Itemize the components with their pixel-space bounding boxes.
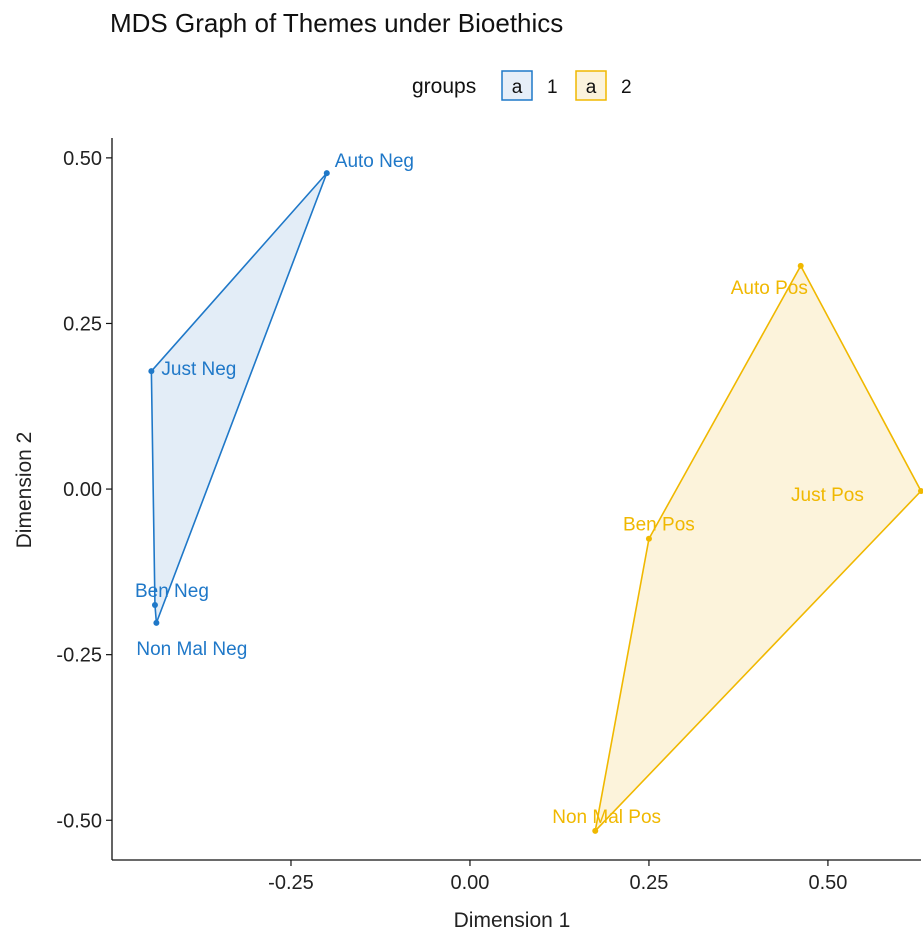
data-point — [323, 170, 330, 177]
data-point — [151, 601, 158, 608]
data-point — [592, 827, 599, 834]
point-label: Non Mal Neg — [136, 639, 247, 660]
legend-key-2 — [575, 70, 607, 101]
point-label: Ben Neg — [135, 581, 209, 602]
legend-label-2: 2 — [621, 77, 632, 98]
x-tick-label: -0.25 — [268, 872, 314, 894]
y-axis-title: Dimension 2 — [13, 432, 36, 549]
group-1-hull — [150, 172, 328, 624]
y-tick-label: 0.25 — [63, 313, 102, 335]
group-2-hull — [593, 264, 922, 834]
y-tick-label: -0.50 — [56, 810, 102, 832]
legend-key-glyph: a — [586, 77, 597, 98]
data-point — [918, 488, 923, 495]
y-tick-label: -0.25 — [56, 645, 102, 667]
y-tick-label: 0.50 — [63, 148, 102, 170]
legend-key-glyph: a — [512, 77, 523, 98]
x-axis-title: Dimension 1 — [454, 909, 571, 932]
x-tick-label: 0.00 — [450, 872, 489, 894]
legend-key-1 — [501, 70, 533, 101]
point-label: Ben Pos — [623, 515, 695, 536]
y-tick-label: 0.00 — [63, 479, 102, 501]
legend-title: groups — [412, 75, 476, 98]
data-points — [148, 170, 923, 834]
legend: groups a 1 a 2 — [412, 70, 632, 101]
axes: -0.25 0.00 0.25 0.50 0.50 0.25 0.00 -0.25 -0.50 — [56, 138, 921, 894]
point-label: Just Pos — [791, 485, 864, 506]
data-point — [153, 619, 160, 626]
point-label: Auto Pos — [731, 278, 808, 299]
point-label: Just Neg — [161, 359, 236, 380]
data-point — [645, 535, 652, 542]
data-point — [797, 262, 804, 269]
point-labels: Auto Neg Just Neg Ben Neg Non Mal Neg Auto P… — [135, 151, 864, 828]
legend-label-1: 1 — [547, 77, 558, 98]
point-label: Auto Neg — [335, 151, 414, 172]
chart-title: MDS Graph of Themes under Bioethics — [110, 8, 563, 38]
point-label: Non Mal Pos — [552, 807, 661, 828]
x-tick-label: 0.25 — [629, 872, 668, 894]
data-point — [148, 368, 155, 375]
x-tick-label: 0.50 — [808, 872, 847, 894]
